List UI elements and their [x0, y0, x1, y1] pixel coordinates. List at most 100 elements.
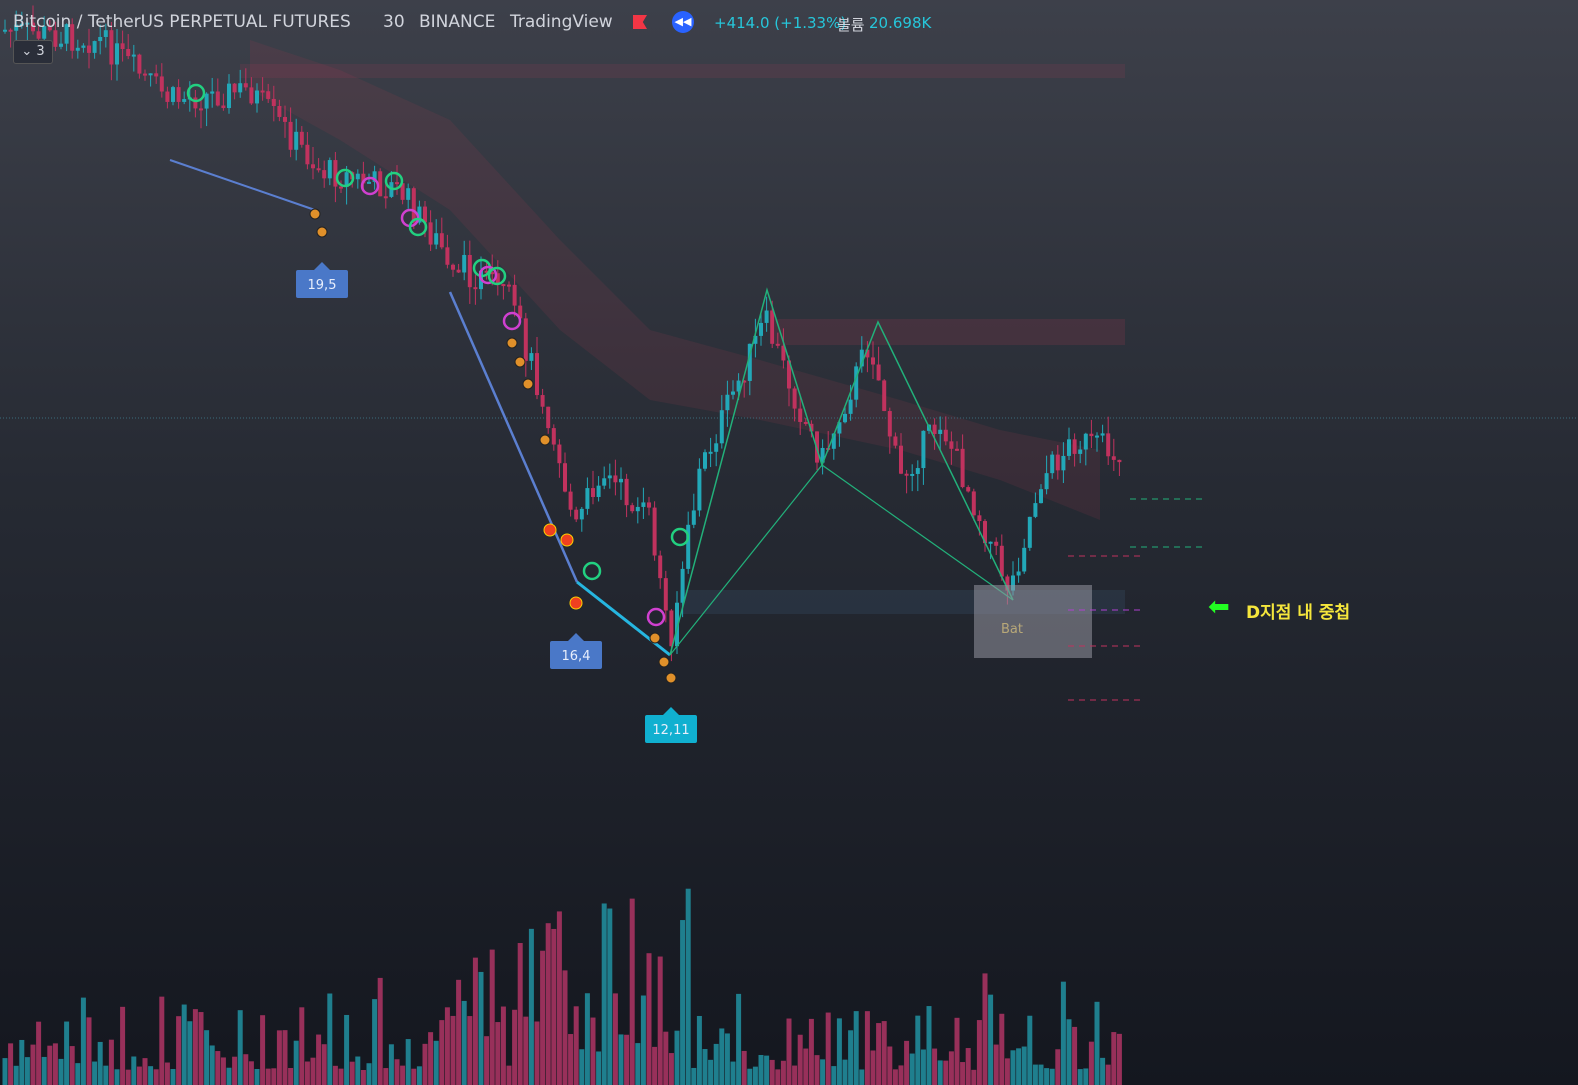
medal — [649, 632, 661, 644]
volume-bar — [103, 1065, 109, 1085]
medal — [506, 337, 518, 349]
volume-bar — [680, 920, 686, 1085]
candle — [92, 41, 97, 53]
pivot-label: 19,5 — [308, 278, 337, 293]
volume-bar — [388, 1044, 394, 1085]
volume-bar — [75, 1063, 81, 1085]
candle — [204, 93, 209, 109]
volume-bar — [484, 1036, 490, 1085]
candle — [81, 45, 86, 48]
candle — [115, 43, 119, 65]
volume-bar — [2, 1058, 8, 1085]
candle — [19, 23, 24, 26]
volume-bar — [629, 898, 635, 1085]
candle — [977, 515, 982, 522]
candle — [613, 475, 618, 483]
flag-icon[interactable] — [633, 15, 647, 29]
volume-bar — [1077, 1069, 1083, 1085]
label-pointer — [568, 633, 584, 641]
volume-bar — [204, 1030, 210, 1085]
pattern-line — [448, 291, 579, 583]
candle — [1044, 473, 1049, 490]
signal-circle — [186, 83, 206, 103]
volume-bar — [887, 1046, 893, 1085]
interval[interactable]: 30 — [383, 12, 405, 32]
volume-bar — [472, 957, 478, 1085]
candle — [641, 502, 646, 507]
candle — [574, 509, 579, 520]
medal — [522, 378, 534, 390]
candle — [507, 284, 511, 287]
candle — [988, 541, 993, 544]
volume-bar — [321, 1044, 327, 1085]
signal-circle — [646, 607, 666, 627]
volume-bar — [148, 1066, 154, 1085]
candle — [165, 91, 170, 102]
candle — [663, 578, 668, 611]
volume-bar — [500, 1006, 506, 1085]
candle — [831, 433, 836, 449]
candle — [103, 30, 108, 37]
candle — [966, 487, 971, 492]
source: TradingView — [510, 12, 613, 32]
signal-circle — [478, 265, 498, 285]
collapse-button[interactable]: ⌄ 3 — [13, 40, 53, 64]
candle — [182, 99, 187, 102]
candle — [652, 507, 657, 556]
candle — [882, 380, 887, 412]
candle — [159, 76, 164, 92]
candle — [1039, 489, 1043, 504]
volume-bar — [142, 1058, 148, 1085]
replay-button[interactable]: ◀◀ — [672, 11, 694, 33]
candle — [495, 273, 500, 285]
volume-bar — [19, 1039, 25, 1085]
candle — [736, 380, 741, 392]
volume-bar — [948, 1051, 954, 1085]
candle — [199, 108, 203, 111]
volume-bar — [624, 1034, 630, 1085]
candle — [675, 602, 679, 647]
candle — [305, 144, 310, 165]
volume-bar — [349, 1061, 355, 1085]
volume-bar — [635, 1043, 641, 1085]
candle — [249, 87, 254, 104]
medal — [316, 226, 328, 238]
volume-bar — [254, 1068, 260, 1085]
count: 3 — [36, 44, 45, 59]
volume-bar — [713, 1043, 719, 1085]
volume-bar — [444, 1007, 450, 1085]
volume-bar — [439, 1020, 445, 1085]
signal-circle — [487, 266, 507, 286]
volume-bar — [1044, 1068, 1050, 1085]
volume-bar — [820, 1059, 826, 1085]
change: +414.0 (+1.33%) — [714, 14, 847, 32]
candle — [999, 545, 1004, 577]
volume-bar — [540, 950, 546, 1085]
volume-bar — [299, 1007, 305, 1085]
volume-bar — [136, 1066, 142, 1085]
volume-bar — [528, 928, 534, 1085]
candle — [456, 269, 461, 273]
volume-bar — [120, 1006, 126, 1085]
volume-bar — [1004, 1058, 1010, 1085]
candle — [1005, 576, 1010, 591]
volume-bar — [30, 1044, 36, 1085]
volume-bar — [416, 1066, 422, 1085]
candle — [64, 24, 69, 44]
candle — [344, 172, 349, 187]
volume-bar — [696, 1015, 702, 1085]
candle — [770, 310, 775, 344]
volume-bar — [663, 1031, 669, 1085]
candle — [1033, 503, 1038, 517]
volume-bar — [579, 1049, 585, 1085]
volume-bar — [58, 1058, 64, 1085]
candle — [467, 254, 472, 288]
medal — [658, 656, 670, 668]
candle — [775, 343, 780, 346]
candle — [361, 173, 366, 184]
volume-bar — [377, 977, 383, 1085]
volume-bar — [288, 1068, 294, 1085]
exchange: BINANCE — [419, 12, 496, 32]
